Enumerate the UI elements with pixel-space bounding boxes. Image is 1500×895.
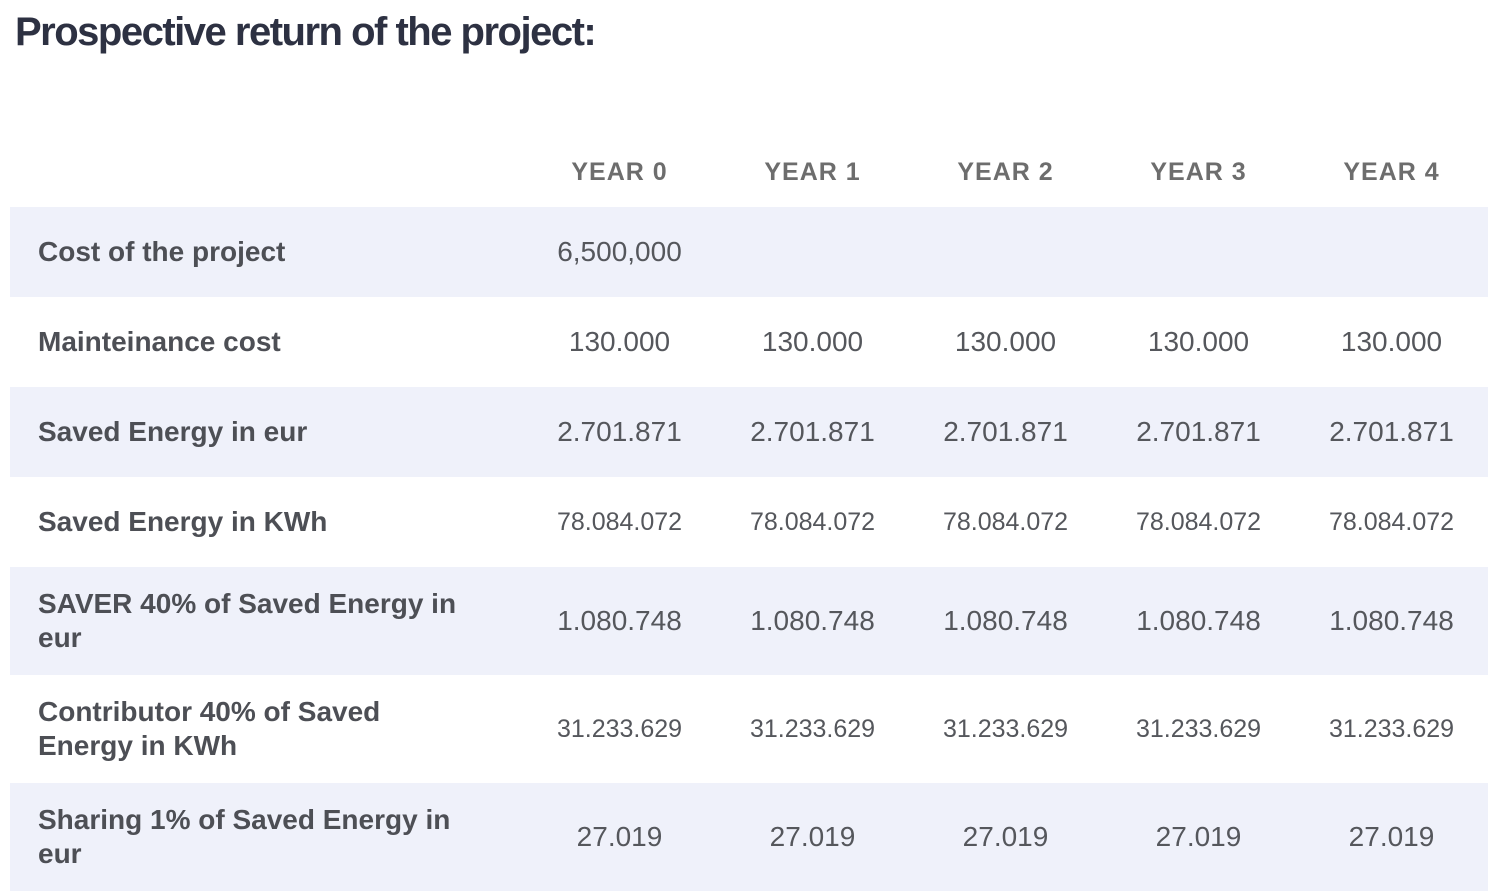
row-label: Mainteinance cost [38,326,281,357]
column-header-year-1: YEAR 1 [764,157,861,186]
table-row-maintenance-cost: Mainteinance cost 130.000 130.000 130.00… [10,297,1488,387]
value-cell: 78.084.072 [1135,507,1262,536]
value-cell: 130.000 [1147,326,1250,357]
column-header-year-4: YEAR 4 [1343,157,1440,186]
value-cell: 1.080.748 [943,605,1068,636]
value-cell: 2.701.871 [943,416,1068,447]
value-cell: 31.233.629 [749,714,876,743]
value-cell: 2.701.871 [750,416,875,447]
row-label: Sharing 1% of Saved Energy in eur [38,804,451,869]
prospective-return-table: YEAR 0 YEAR 1 YEAR 2 YEAR 3 YEAR 4 Cost … [10,137,1488,891]
value-cell: 78.084.072 [1328,507,1455,536]
corner-cell [10,137,523,207]
value-cell: 2.701.871 [557,416,682,447]
table-row-saver-40-eur: SAVER 40% of Saved Energy in eur 1.080.7… [10,567,1488,675]
value-cell: 1.080.748 [1136,605,1261,636]
table-row-contributor-40-kwh: Contributor 40% of Saved Energy in KWh 3… [10,675,1488,783]
value-cell: 1.080.748 [750,605,875,636]
row-label: Cost of the project [38,236,286,267]
table-row-sharing-1-eur: Sharing 1% of Saved Energy in eur 27.019… [10,783,1488,891]
value-cell: 31.233.629 [1328,714,1455,743]
value-cell: 27.019 [1155,821,1242,852]
value-cell: 6,500,000 [557,236,682,267]
value-cell: 1.080.748 [1329,605,1454,636]
value-cell: 130.000 [568,326,671,357]
header-row: YEAR 0 YEAR 1 YEAR 2 YEAR 3 YEAR 4 [10,137,1488,207]
page-title: Prospective return of the project: [15,10,597,54]
row-label: Saved Energy in eur [38,416,308,447]
value-cell: 27.019 [962,821,1049,852]
table-row-saved-energy-eur: Saved Energy in eur 2.701.871 2.701.871 … [10,387,1488,477]
value-cell: 31.233.629 [942,714,1069,743]
value-cell: 31.233.629 [556,714,683,743]
row-label: Saved Energy in KWh [38,506,328,537]
value-cell [909,207,1102,297]
value-cell: 78.084.072 [556,507,683,536]
value-cell: 2.701.871 [1329,416,1454,447]
value-cell [1295,207,1488,297]
row-label: Contributor 40% of Saved Energy in KWh [38,696,381,761]
table-row-cost-of-project: Cost of the project 6,500,000 [10,207,1488,297]
value-cell: 31.233.629 [1135,714,1262,743]
value-cell: 27.019 [769,821,856,852]
value-cell: 78.084.072 [942,507,1069,536]
value-cell: 130.000 [954,326,1057,357]
value-cell: 78.084.072 [749,507,876,536]
value-cell: 27.019 [576,821,663,852]
table-row-saved-energy-kwh: Saved Energy in KWh 78.084.072 78.084.07… [10,477,1488,567]
value-cell: 2.701.871 [1136,416,1261,447]
column-header-year-0: YEAR 0 [571,157,668,186]
column-header-year-3: YEAR 3 [1150,157,1247,186]
column-header-year-2: YEAR 2 [957,157,1054,186]
value-cell [1102,207,1295,297]
value-cell [716,207,909,297]
row-label: SAVER 40% of Saved Energy in eur [38,588,457,653]
value-cell: 27.019 [1348,821,1435,852]
value-cell: 1.080.748 [557,605,682,636]
value-cell: 130.000 [761,326,864,357]
value-cell: 130.000 [1340,326,1443,357]
